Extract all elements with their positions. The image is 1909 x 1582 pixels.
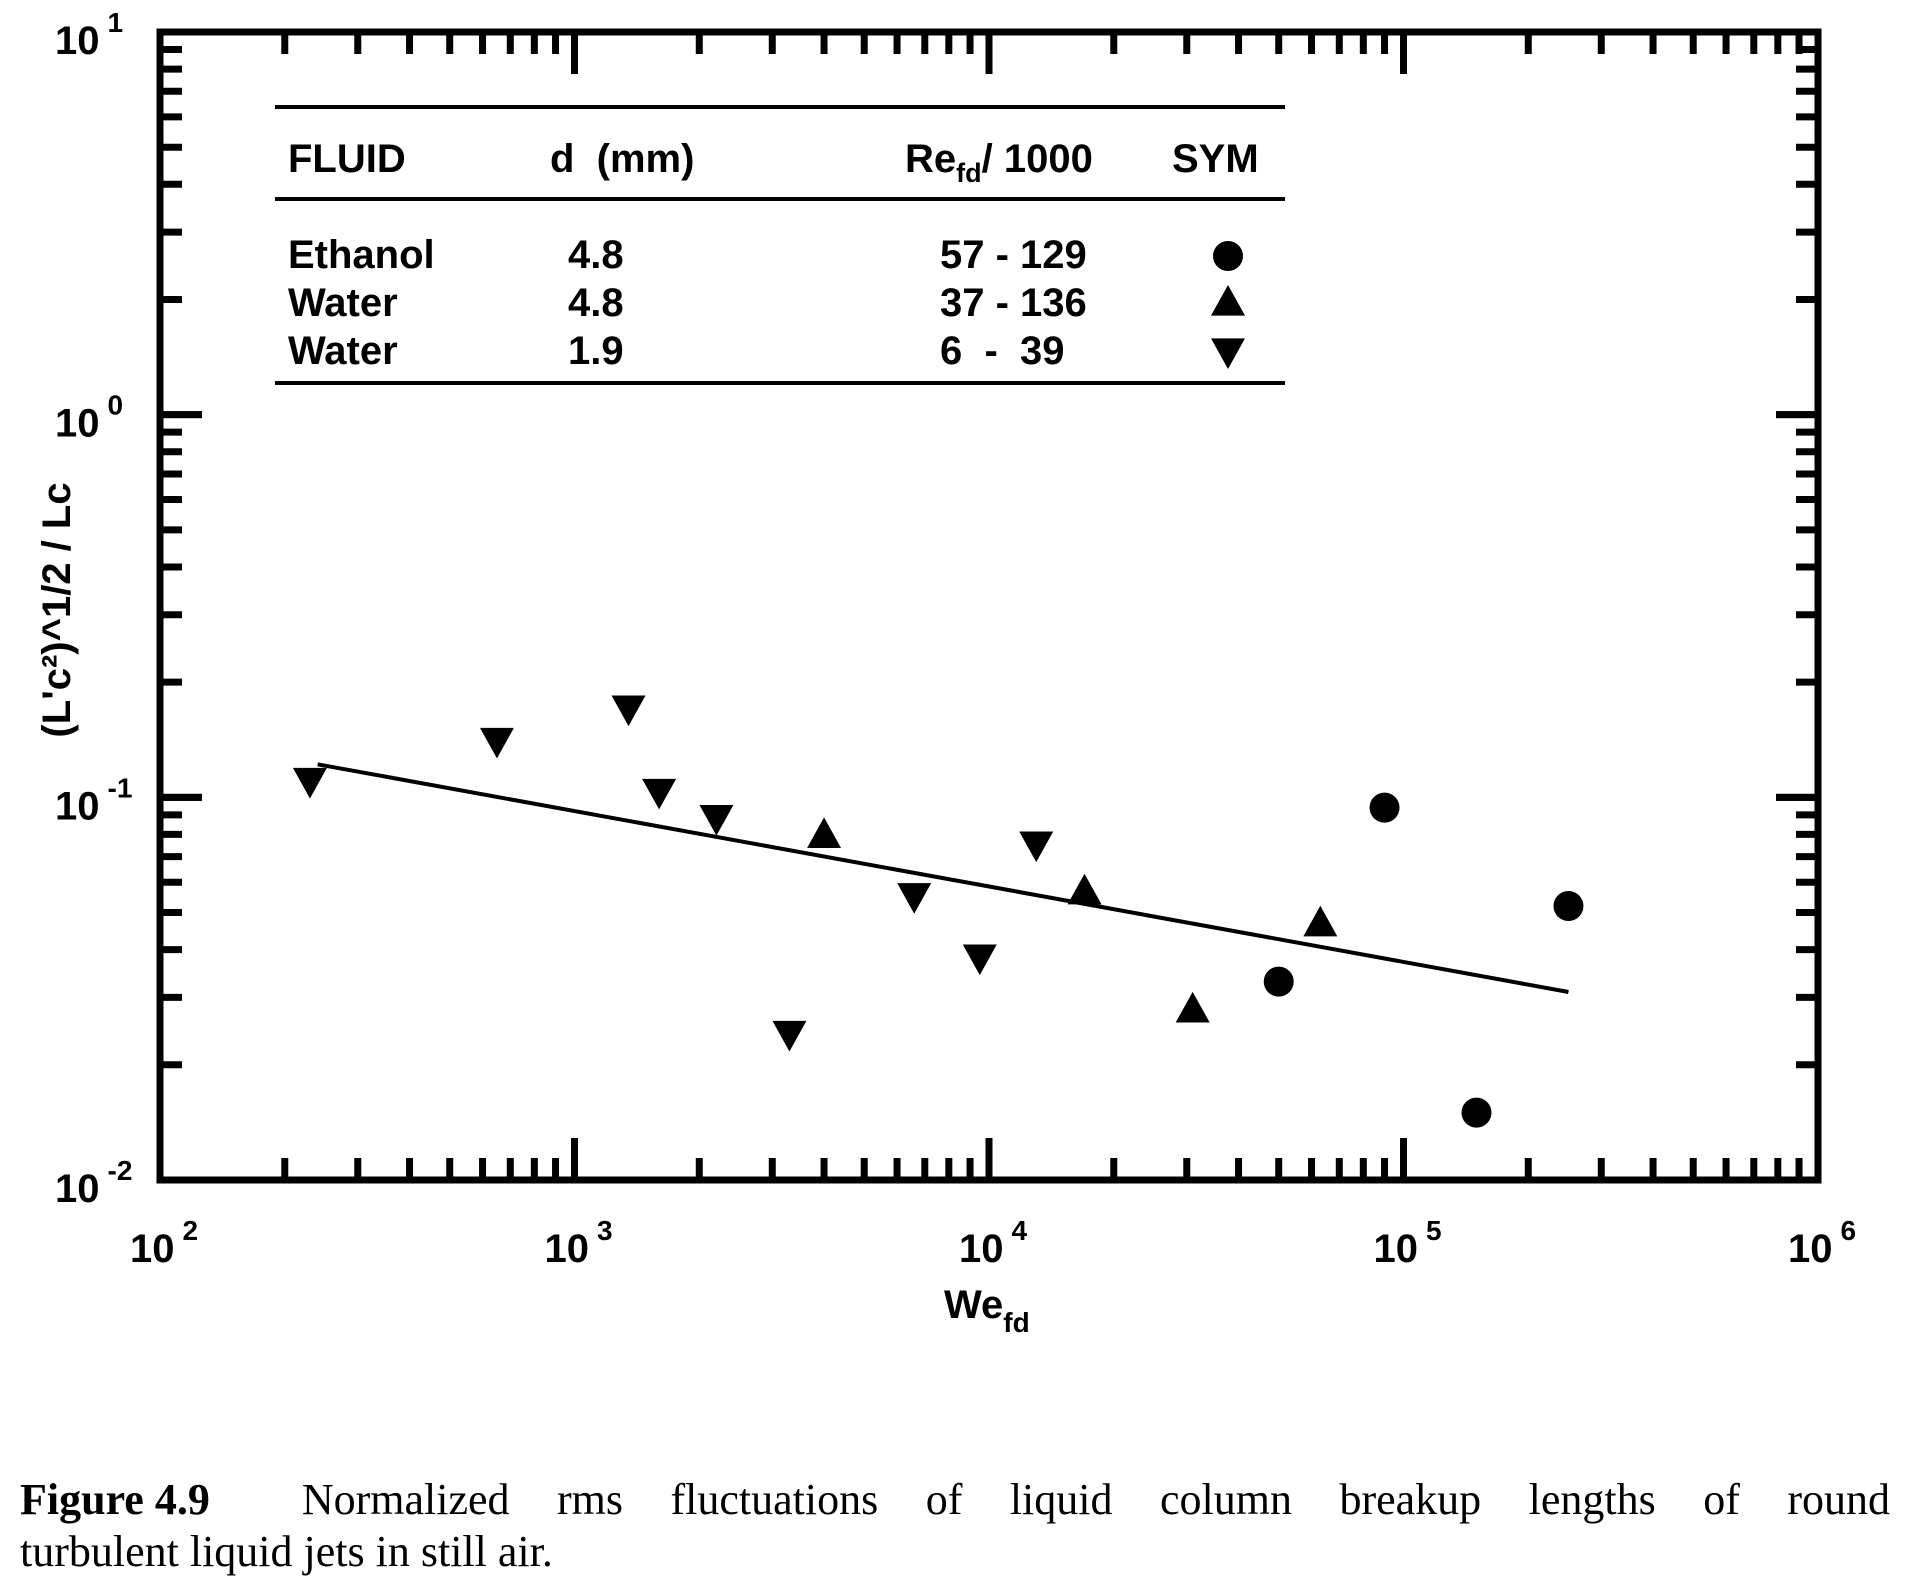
legend-row-re: 37 - 136 [940,281,1087,325]
x-tick-label: 10 4 [959,1215,1028,1271]
fit-line-group [317,762,1569,994]
legend-header-re-main: Re [905,137,956,181]
tick-labels: 10 2 10 3 10 4 10 5 10 610 -210 -110 010 1 [55,7,1856,1271]
data-point-triangle-down [292,767,327,799]
data-point-triangle-down [897,883,932,914]
x-tick-label-base: 10 [1788,1227,1833,1271]
figure-caption: Figure 4.9 Normalized rms fluctuations o… [20,1474,1890,1578]
y-tick-label-exp: 1 [108,7,124,38]
legend-row-fluid: Water [288,281,398,325]
x-axis-label: Wefd [944,1283,1030,1338]
data-point-circle [1369,792,1400,823]
legend-symbol-triangle-up [1211,285,1245,316]
x-tick-label-base: 10 [130,1227,175,1271]
x-tick-label-base: 10 [1374,1227,1419,1271]
chart: 10 2 10 3 10 4 10 5 10 610 -210 -110 010 1 FLUID d (m… [35,7,1856,1338]
y-tick-label-base: 10 [55,784,100,828]
legend-row-re: 57 - 129 [940,233,1087,277]
legend-row-re: 6 - 39 [940,329,1065,373]
legend-header-re-sub: fd [956,158,981,188]
x-tick-label: 10 6 [1788,1215,1856,1271]
data-point-triangle-up [1303,905,1338,937]
y-tick-label: 10 -2 [55,1155,132,1211]
data-point-triangle-down [1019,831,1054,863]
data-point-triangle-down [642,778,677,810]
legend-symbol-circle [1213,241,1243,271]
x-tick-label: 10 5 [1374,1215,1442,1271]
x-axis-label-sub: fd [1003,1307,1029,1338]
x-tick-label-exp: 3 [597,1215,613,1246]
legend-header-re-rest: / 1000 [982,137,1093,181]
x-tick-label-exp: 4 [1012,1215,1028,1246]
legend-header-sym: SYM [1172,137,1259,181]
x-tick-label: 10 3 [545,1215,613,1271]
plot-frame [156,28,1822,1184]
legend-symbols [1211,241,1245,369]
y-tick-label-base: 10 [55,402,100,446]
data-point-circle [1461,1097,1492,1128]
legend: FLUID d (mm) Refd/ 1000 SYM Ethanol 4.8 … [275,105,1285,385]
data-point-triangle-down [699,804,734,836]
y-tick-label: 10 1 [55,7,123,63]
legend-row-d: 1.9 [568,329,624,373]
x-tick-label-exp: 2 [183,1215,199,1246]
x-tick-label-base: 10 [959,1227,1004,1271]
data-point-triangle-up [1067,873,1102,905]
y-tick-label-exp: 0 [108,390,124,421]
legend-row-d: 4.8 [568,233,624,277]
fit-line [317,762,1569,994]
legend-row-fluid: Ethanol [288,233,435,277]
data-point-triangle-down [479,727,514,759]
data-point-circle [1553,891,1584,922]
legend-symbol-triangle-down [1211,338,1245,369]
x-tick-label: 10 2 [130,1215,198,1271]
caption-text-1: Normalized rms fluctuations of liquid co… [301,1475,1890,1524]
caption-figure-label: Figure 4.9 [20,1475,210,1524]
x-tick-label-base: 10 [545,1227,590,1271]
y-tick-label: 10 0 [55,390,123,446]
data-points [292,695,1584,1128]
data-point-triangle-up [807,817,842,849]
axis-ticks [156,28,1822,1184]
caption-line-2: turbulent liquid jets in still air. [20,1527,553,1576]
y-tick-label: 10 -1 [55,772,132,828]
caption-line-1: Figure 4.9 Normalized rms fluctuations o… [20,1474,1890,1526]
x-tick-label-exp: 5 [1426,1215,1442,1246]
data-point-triangle-down [611,695,646,727]
y-tick-label-exp: -1 [108,772,133,803]
data-point-circle [1263,966,1294,997]
legend-header-re: Refd/ 1000 [905,137,1093,188]
y-tick-label-exp: -2 [108,1155,133,1186]
y-tick-label-base: 10 [55,1167,100,1211]
x-tick-label-exp: 6 [1841,1215,1857,1246]
data-point-triangle-down [962,944,997,976]
data-point-triangle-up [1175,991,1210,1023]
legend-row-fluid: Water [288,329,398,373]
legend-header-fluid: FLUID [288,137,406,181]
legend-row-d: 4.8 [568,281,624,325]
x-axis-label-main: We [944,1283,1003,1327]
legend-header-d: d (mm) [550,137,694,181]
y-tick-label-base: 10 [55,19,100,63]
y-axis-label: (L'c²)^1/2 / Lc [35,482,79,737]
data-point-triangle-down [772,1020,807,1052]
